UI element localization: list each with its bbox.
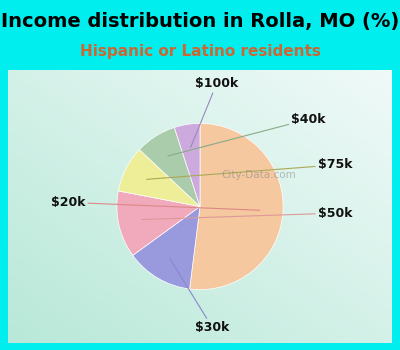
Text: Income distribution in Rolla, MO (%): Income distribution in Rolla, MO (%) — [1, 12, 399, 31]
Text: $20k: $20k — [51, 196, 260, 210]
Wedge shape — [140, 127, 200, 206]
Text: Hispanic or Latino residents: Hispanic or Latino residents — [80, 44, 320, 59]
Text: $40k: $40k — [168, 113, 326, 156]
Text: $75k: $75k — [147, 159, 352, 179]
Wedge shape — [190, 124, 283, 289]
Wedge shape — [133, 206, 200, 289]
Text: City-Data.com: City-Data.com — [221, 170, 296, 180]
Wedge shape — [174, 124, 200, 206]
Text: $100k: $100k — [191, 77, 238, 147]
Text: $30k: $30k — [170, 258, 230, 334]
Wedge shape — [117, 191, 200, 256]
Text: $50k: $50k — [142, 206, 352, 220]
Wedge shape — [118, 149, 200, 206]
